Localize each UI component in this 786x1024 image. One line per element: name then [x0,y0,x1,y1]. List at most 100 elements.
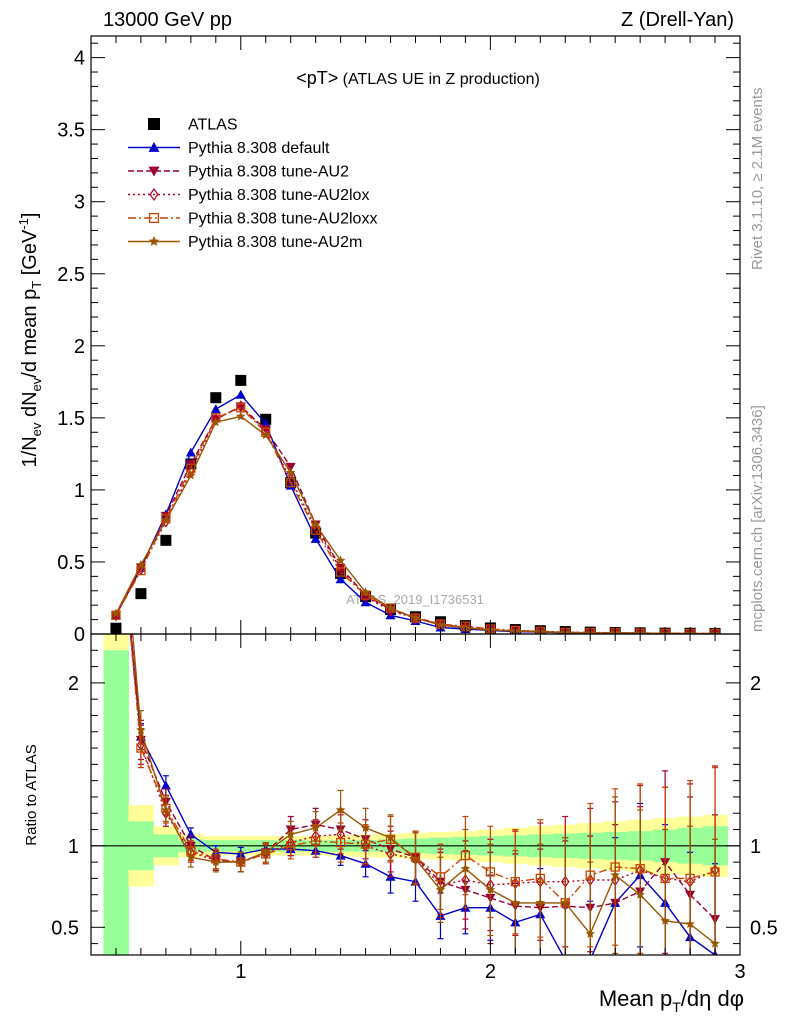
plot-title-sub: (ATLAS UE in Z production) [338,71,540,88]
ratio-y-tick-label: 1 [68,836,79,858]
data-point [260,418,271,428]
ratio-point [111,434,121,443]
legend-marker [148,236,160,246]
header-right: Z (Drell-Yan) [621,9,734,31]
y-tick-label: 2.5 [57,264,85,286]
ratio-point [435,884,446,894]
data-point [710,627,720,634]
legend-label: Pythia 8.308 tune-AU2m [188,234,362,251]
ratio-y-tick-label: 2 [68,673,79,695]
ratio-point [510,897,521,907]
x-axis-label: Mean pT/dη dφ [599,986,744,1015]
ratio-point [236,857,246,867]
main-y-axis-label: 1/Nev dNev/d mean pT [GeV-1] [16,213,44,468]
mcplots-label: mcplots.cern.ch [arXiv:1306.3436] [749,405,766,632]
ratio-point [385,832,396,842]
data-point [310,519,321,529]
data-point [210,404,221,414]
data-point [410,613,421,623]
legend-label: Pythia 8.308 tune-AU2loxx [188,211,377,228]
ratio-y-tick-label-right: 0.5 [750,917,778,939]
ratio-point [685,919,695,929]
ratio-point [136,725,146,735]
data-point [186,470,196,480]
ratio-point [160,780,171,790]
legend-marker [149,187,159,202]
data-point [285,462,296,472]
data-point [585,626,595,634]
x-tick-label: 3 [734,961,745,983]
legend-item-3: Pythia 8.308 tune-AU2lox [128,187,369,204]
ratio-point [335,805,346,814]
legend-label: Pythia 8.308 tune-AU2 [188,164,349,181]
legend-label: ATLAS [188,117,238,134]
data-point [635,626,645,634]
ratio-frame [90,633,741,956]
legend-marker [148,166,160,177]
data-point [511,624,520,634]
y-tick-label: 2 [74,336,85,358]
data-point [236,411,246,421]
data-point [385,610,396,620]
data-point [161,515,171,525]
legend-label: Pythia 8.308 default [188,140,330,157]
data-point [660,627,670,634]
data-point [160,534,172,546]
data-point [335,574,346,584]
x-tick-label: 1 [235,961,246,983]
ratio-point [635,889,645,899]
data-point [185,447,196,457]
ratio-point [285,829,296,839]
ratio-point [565,954,566,955]
data-point [210,392,222,404]
ratio-point [335,837,346,848]
data-point [360,587,371,597]
data-point [335,567,346,577]
ratio-series-0 [111,482,719,955]
ratio-point [660,915,670,925]
ratio-point [485,884,496,894]
legend-item-4: Pythia 8.308 tune-AU2loxx [128,211,377,228]
data-point [235,389,246,399]
ratio-point [112,475,120,483]
ratio-y-tick-label-right: 2 [750,673,761,695]
data-point [335,555,346,565]
y-tick-label: 3.5 [57,120,85,142]
plot-title-main: <pT> [296,68,338,88]
y-tick-label: 3 [74,192,85,214]
ratio-point [585,928,595,938]
legend-item-1: Pythia 8.308 default [128,140,330,157]
legend-item-2: Pythia 8.308 tune-AU2 [128,164,349,181]
data-point [536,625,545,634]
axes: 1 2 3 0 0.5 1 1.5 2 2.5 3 3.5 4 0.5 0.5 1 1 2 2 [51,35,778,983]
data-point [135,588,147,600]
data-point [261,430,271,440]
y-tick-label: 4 [74,48,85,70]
data-point [235,374,247,386]
ratio-point [161,805,171,814]
header-left: 13000 GeV pp [103,9,232,31]
ratio-point [410,853,421,863]
ratio-point [111,482,121,491]
ratio-y-tick-label-right: 1 [750,836,761,858]
plot-title: <pT> (ATLAS UE in Z production) [296,68,540,88]
ratio-plot-area [91,434,740,955]
ratio-point [310,822,321,832]
ratio-point [112,474,119,484]
ratio-point [261,847,271,857]
ratio-point [560,897,570,907]
ratio-point [460,863,471,873]
y-tick-label: 1.5 [57,408,85,430]
legend-item-0: ATLAS [148,117,238,134]
ratio-point [535,897,546,907]
data-point [435,620,446,630]
data-point [685,627,695,634]
y-tick-label: 1 [74,480,85,502]
data-point [486,623,495,634]
data-point [286,478,296,488]
ratio-point [710,938,720,948]
legend-label: Pythia 8.308 tune-AU2lox [188,187,369,204]
legend-marker [148,118,160,130]
ratio-series-1 [130,634,721,955]
